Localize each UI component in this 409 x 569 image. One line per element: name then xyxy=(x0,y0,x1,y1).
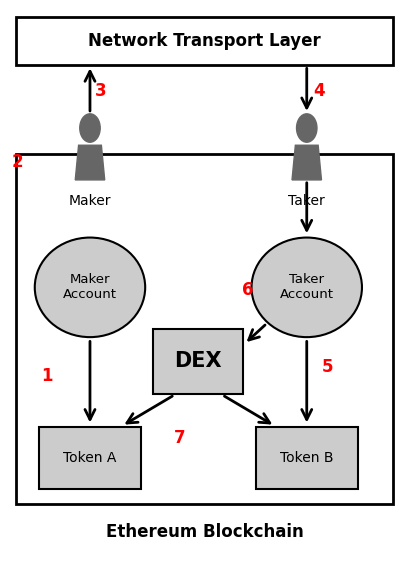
Text: Maker
Account: Maker Account xyxy=(63,273,117,302)
Text: Taker: Taker xyxy=(288,194,325,208)
FancyBboxPatch shape xyxy=(16,17,393,65)
Text: Maker: Maker xyxy=(69,194,111,208)
Text: 1: 1 xyxy=(41,366,53,385)
Text: DEX: DEX xyxy=(175,351,222,372)
Text: 3: 3 xyxy=(94,82,106,100)
Text: Ethereum Blockchain: Ethereum Blockchain xyxy=(106,523,303,541)
Circle shape xyxy=(80,114,100,142)
Ellipse shape xyxy=(35,238,145,337)
Text: 2: 2 xyxy=(11,153,23,171)
Text: 4: 4 xyxy=(313,82,325,100)
Polygon shape xyxy=(292,145,321,180)
FancyBboxPatch shape xyxy=(16,154,393,504)
Text: 5: 5 xyxy=(321,358,333,376)
Text: Network Transport Layer: Network Transport Layer xyxy=(88,32,321,50)
Text: Token B: Token B xyxy=(280,451,333,465)
Text: 6: 6 xyxy=(242,281,253,299)
Ellipse shape xyxy=(252,238,362,337)
FancyBboxPatch shape xyxy=(153,329,243,394)
Polygon shape xyxy=(75,145,105,180)
Text: 7: 7 xyxy=(174,429,186,447)
Circle shape xyxy=(297,114,317,142)
Text: Taker
Account: Taker Account xyxy=(280,273,334,302)
Text: Token A: Token A xyxy=(63,451,117,465)
FancyBboxPatch shape xyxy=(256,427,358,489)
FancyBboxPatch shape xyxy=(39,427,141,489)
